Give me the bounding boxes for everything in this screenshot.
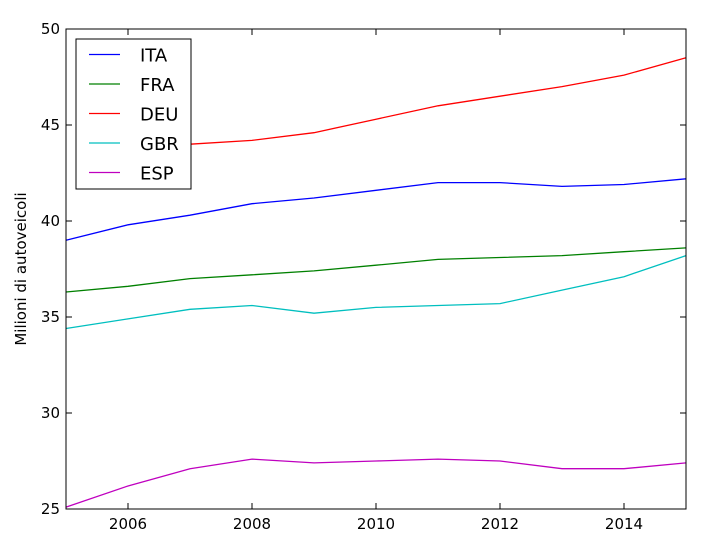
- x-tick-label: 2014: [605, 515, 643, 533]
- x-tick-label: 2010: [357, 515, 395, 533]
- y-tick-label: 50: [41, 20, 60, 38]
- x-tick-label: 2012: [481, 515, 519, 533]
- legend-label: ESP: [140, 164, 174, 185]
- y-tick-label: 35: [41, 308, 60, 326]
- legend-label: GBR: [140, 134, 179, 155]
- series-line-ita: [65, 178, 687, 241]
- y-tick-label: 25: [41, 500, 60, 518]
- axes-ticks: 2006 2008 2010 2012 2014 25 30 35 40 45 50: [41, 20, 686, 533]
- legend-label: FRA: [140, 75, 175, 96]
- series-line-esp: [65, 458, 687, 508]
- x-tick-label: 2008: [233, 515, 271, 533]
- legend-label: DEU: [140, 105, 178, 126]
- y-tick-label: 40: [41, 212, 60, 230]
- y-tick-label: 30: [41, 404, 60, 422]
- legend: ITA FRA DEU GBR ESP: [75, 38, 192, 190]
- series-line-fra: [65, 247, 687, 293]
- x-tick-label: 2006: [109, 515, 147, 533]
- series-line-deu: [189, 57, 687, 145]
- y-axis-label: Milioni di autoveicoli: [12, 192, 30, 345]
- y-tick-label: 45: [41, 116, 60, 134]
- series-layer: [65, 57, 687, 508]
- series-line-gbr: [65, 254, 687, 330]
- legend-label: ITA: [140, 46, 168, 67]
